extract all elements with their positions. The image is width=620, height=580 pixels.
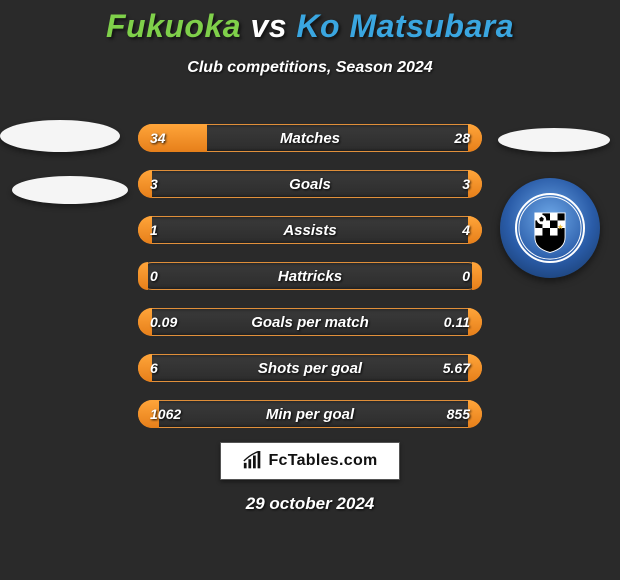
page-title: Fukuoka vs Ko Matsubara <box>0 0 620 45</box>
title-left-name: Fukuoka <box>106 8 241 44</box>
stat-fill-right <box>468 170 482 198</box>
stat-row: 0.090.11Goals per match <box>138 308 482 336</box>
stat-fill-right <box>468 216 482 244</box>
site-logo-text: FcTables.com <box>268 452 377 470</box>
stat-fill-left <box>138 216 152 244</box>
stat-row: 1062855Min per goal <box>138 400 482 428</box>
stat-row: 14Assists <box>138 216 482 244</box>
stat-track <box>138 400 482 428</box>
left-team-badge-placeholder-bottom <box>12 176 128 204</box>
stat-fill-right <box>468 354 482 382</box>
stat-fill-right <box>472 262 482 290</box>
stat-track <box>138 170 482 198</box>
title-vs: vs <box>241 8 296 44</box>
stat-fill-left <box>138 124 207 152</box>
club-badge-svg <box>517 193 583 263</box>
stat-track <box>138 354 482 382</box>
stat-fill-right <box>468 308 482 336</box>
stat-row: 00Hattricks <box>138 262 482 290</box>
stat-fill-right <box>468 400 482 428</box>
subtitle: Club competitions, Season 2024 <box>0 59 620 77</box>
stat-track <box>138 262 482 290</box>
club-badge <box>500 178 600 278</box>
stat-fill-left <box>138 308 152 336</box>
left-team-badge-placeholder-top <box>0 120 120 152</box>
club-badge-inner <box>515 193 585 263</box>
stat-fill-left <box>138 262 148 290</box>
date-label: 29 october 2024 <box>0 494 620 514</box>
stat-fill-right <box>468 124 482 152</box>
stat-row: 3428Matches <box>138 124 482 152</box>
stat-track <box>138 308 482 336</box>
site-logo: FcTables.com <box>220 442 400 480</box>
title-right-name: Ko Matsubara <box>296 8 514 44</box>
stats-panel: 3428Matches 33Goals 14Assists 00Hattricks 0.… <box>138 124 482 446</box>
stat-row: 65.67Shots per goal <box>138 354 482 382</box>
stat-row: 33Goals <box>138 170 482 198</box>
stat-fill-left <box>138 170 152 198</box>
stat-fill-left <box>138 354 152 382</box>
stat-fill-left <box>138 400 159 428</box>
stat-track <box>138 216 482 244</box>
bar-chart-icon <box>242 451 264 471</box>
right-team-badge-placeholder <box>498 128 610 152</box>
